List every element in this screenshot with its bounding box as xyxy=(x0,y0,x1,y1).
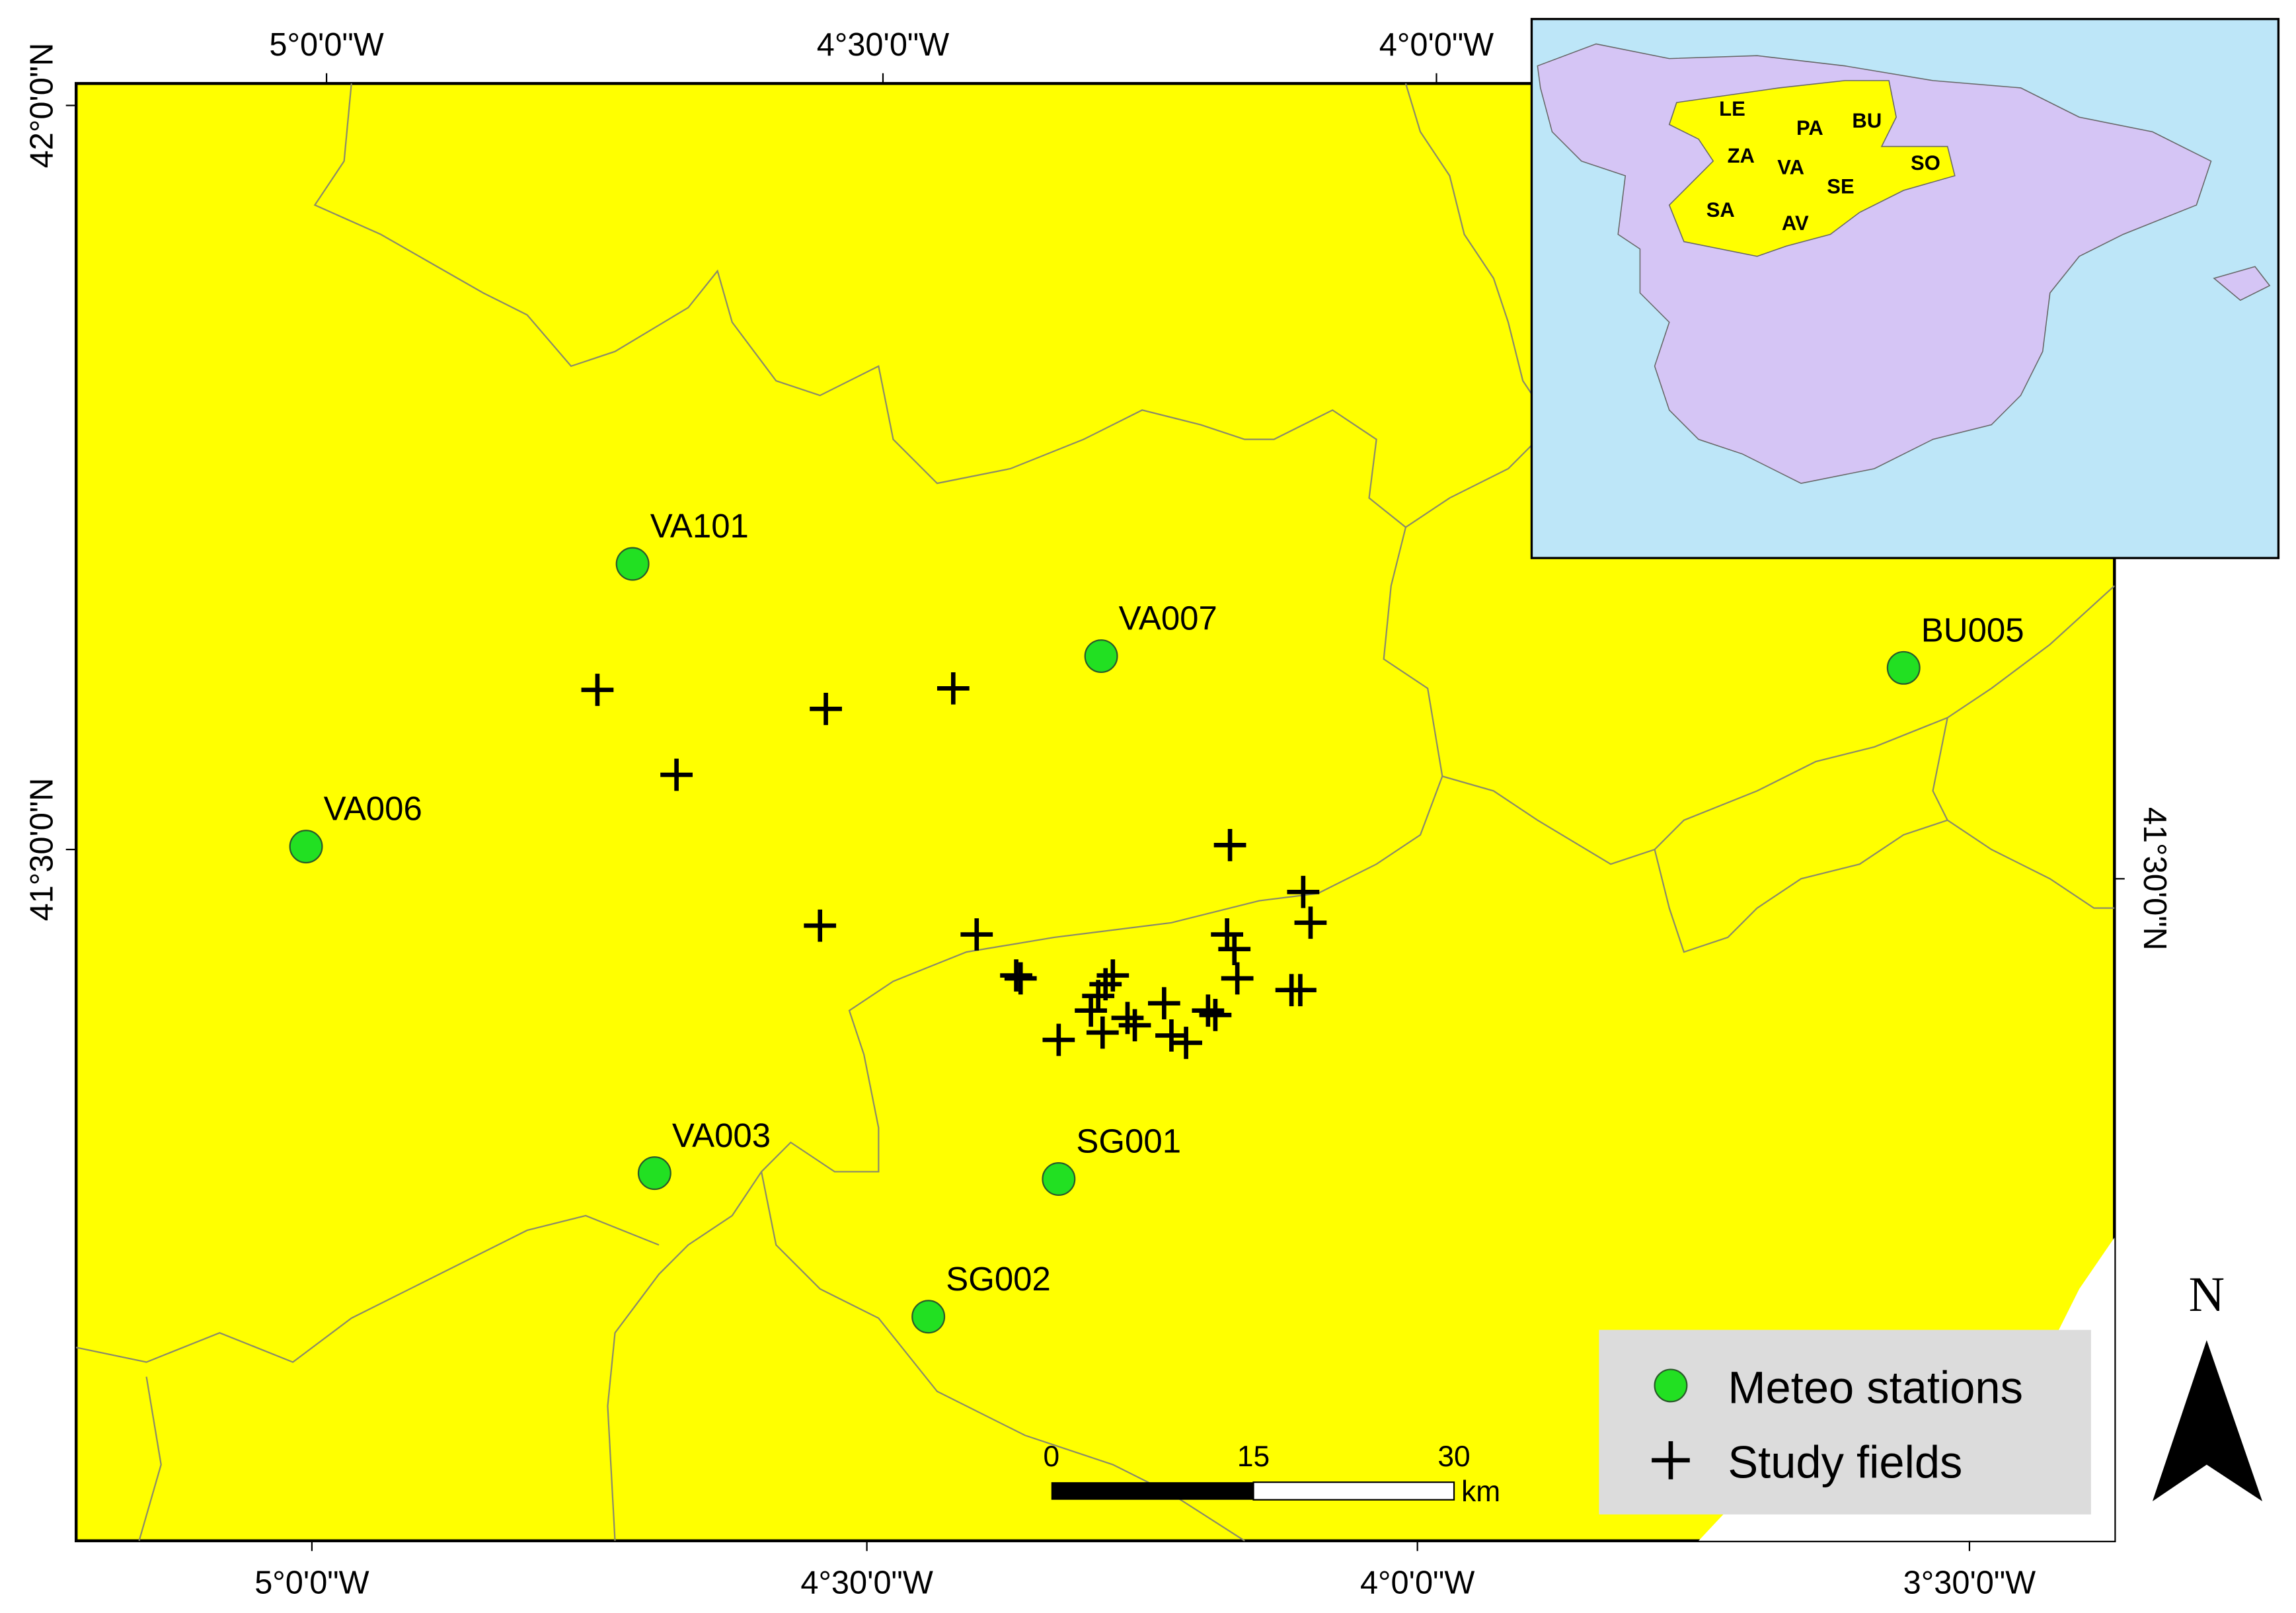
study-field-marker xyxy=(1211,918,1244,951)
inset-region-label: BU xyxy=(1852,109,1882,132)
station-label: SG002 xyxy=(946,1260,1051,1298)
inset-region-label: VA xyxy=(1777,156,1804,179)
study-field-marker xyxy=(1170,1027,1202,1059)
station-label: BU005 xyxy=(1921,611,2024,649)
coordinate-label: 4°30'0"W xyxy=(817,27,950,63)
inset-land xyxy=(1537,43,2212,484)
legend-box xyxy=(1599,1329,2091,1515)
study-field-marker xyxy=(1192,994,1225,1027)
inset-region-label: AV xyxy=(1782,212,1809,235)
boundaries xyxy=(75,83,2116,1542)
study-field-marker xyxy=(1199,999,1232,1031)
study-field-marker xyxy=(937,672,970,705)
inset-region-label: PA xyxy=(1796,116,1823,139)
north-label: N xyxy=(2189,1267,2225,1322)
scale-tick-label: 0 xyxy=(1043,1440,1059,1473)
study-field-marker xyxy=(1294,906,1327,939)
coordinate-label: 41°30'0"N xyxy=(2137,807,2172,951)
inset-region-label: LE xyxy=(1719,97,1745,120)
study-field-marker xyxy=(660,758,693,791)
study-field-marker xyxy=(1000,959,1032,992)
station-label: VA101 xyxy=(650,507,749,545)
station-label: VA003 xyxy=(672,1117,771,1154)
inset-region-label: SE xyxy=(1827,175,1854,198)
inset-island xyxy=(2213,266,2271,301)
coordinate-label: 4°30'0"W xyxy=(800,1565,933,1601)
study-field-marker xyxy=(581,674,614,706)
coordinate-label: 3°30'0"W xyxy=(1903,1565,2036,1601)
study-field-marker xyxy=(1082,980,1115,1012)
coordinate-label: 41°30'0"N xyxy=(24,778,59,922)
scale-tick-label: 30 xyxy=(1437,1440,1470,1473)
scale-unit: km xyxy=(1461,1475,1500,1508)
legend-field-symbol xyxy=(1652,1441,1690,1479)
meteo-station-marker xyxy=(1886,650,1921,685)
study-field-marker xyxy=(1075,994,1107,1027)
inset-region xyxy=(1668,80,1956,257)
station-label: VA007 xyxy=(1119,600,1217,637)
inset-region-label: SO xyxy=(1911,151,1940,175)
meteo-station-marker xyxy=(637,1156,671,1191)
inset-region-label: SA xyxy=(1706,198,1735,221)
meteo-station-marker xyxy=(911,1300,946,1334)
study-field-marker xyxy=(1118,1009,1151,1042)
legend-station-symbol xyxy=(1654,1368,1688,1403)
meteo-station-marker xyxy=(289,830,323,864)
scale-bar-black xyxy=(1051,1482,1254,1500)
scale-tick-label: 15 xyxy=(1237,1440,1270,1473)
meteo-station-marker xyxy=(1084,639,1118,674)
study-field-marker xyxy=(1155,1019,1188,1052)
study-field-marker xyxy=(1218,933,1251,966)
coordinate-label: 5°0'0"W xyxy=(254,1565,369,1601)
study-field-marker xyxy=(1004,962,1037,995)
study-field-marker xyxy=(810,692,842,725)
coordinate-label: 5°0'0"W xyxy=(269,27,383,63)
study-field-marker xyxy=(1042,1023,1075,1056)
station-label: SG001 xyxy=(1076,1122,1181,1160)
study-field-marker xyxy=(1086,1016,1119,1049)
meteo-station-marker xyxy=(615,547,650,581)
study-field-marker xyxy=(1221,962,1254,995)
coordinate-label: 4°0'0"W xyxy=(1379,27,1494,63)
meteo-station-marker xyxy=(1042,1162,1076,1197)
scale-bar-white xyxy=(1252,1481,1455,1501)
coordinate-label: 42°0'0"N xyxy=(24,43,59,169)
study-field-marker xyxy=(1111,1002,1144,1035)
study-field-marker xyxy=(804,909,837,942)
coordinate-label: 4°0'0"W xyxy=(1360,1565,1474,1601)
study-field-marker xyxy=(1147,987,1180,1020)
study-field-marker xyxy=(960,918,993,951)
legend-label: Meteo stations xyxy=(1728,1362,2023,1413)
legend-label: Study fields xyxy=(1728,1437,1962,1488)
north-arrow xyxy=(2152,1340,2263,1501)
study-field-marker xyxy=(1287,875,1320,908)
inset-region-label: ZA xyxy=(1728,144,1755,167)
study-field-marker xyxy=(1213,829,1246,861)
study-field-marker xyxy=(1284,974,1317,1007)
station-label: VA006 xyxy=(324,790,422,828)
